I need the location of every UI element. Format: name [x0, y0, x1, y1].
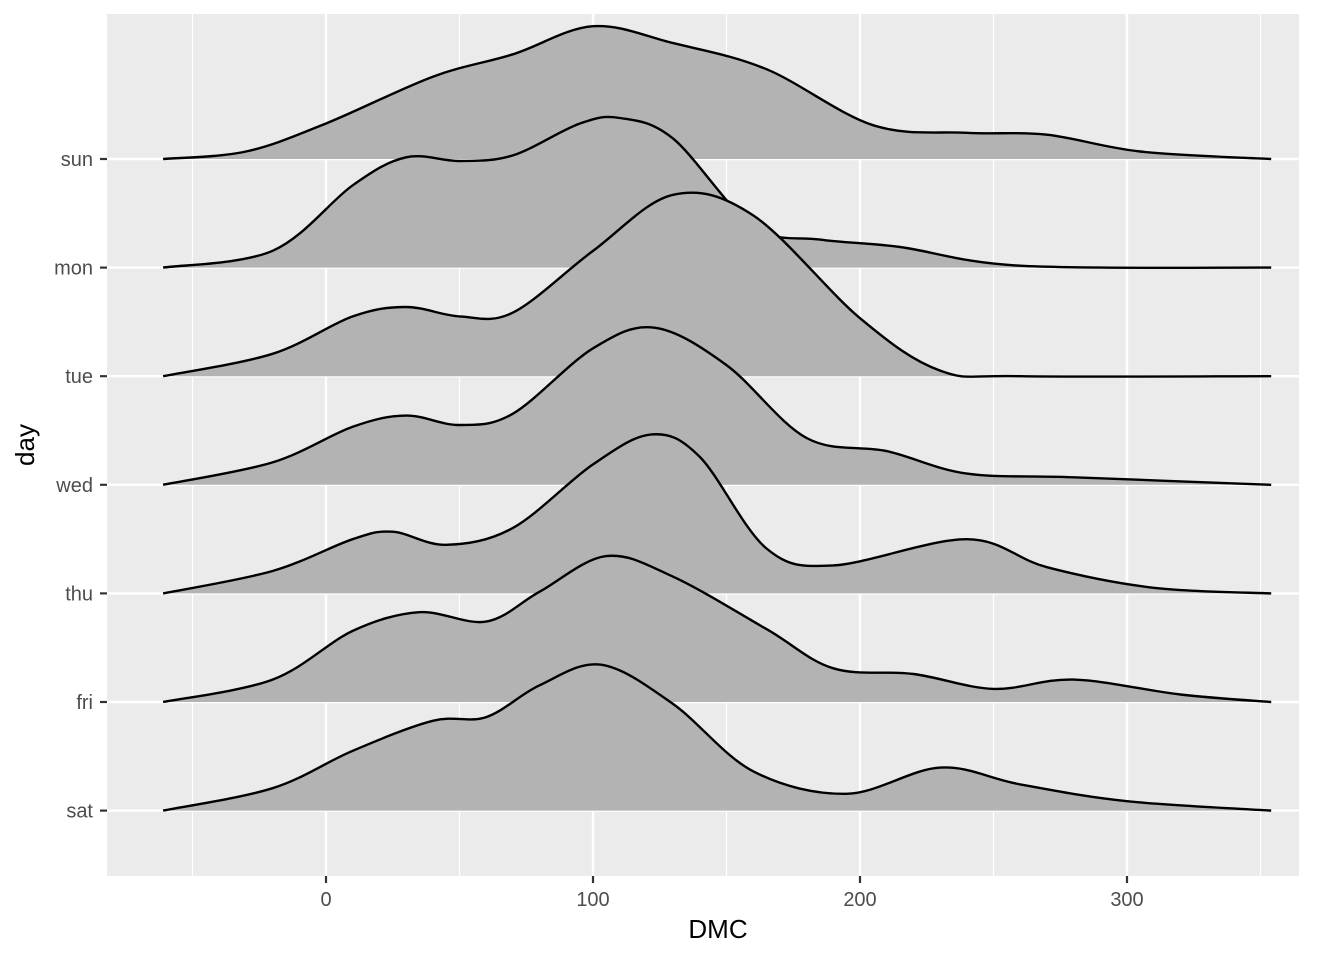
- ridge-line-thu: [162, 433, 1272, 595]
- ridge-line-wed: [162, 325, 1272, 486]
- x-axis-title: DMC: [688, 914, 747, 944]
- ridge-sun: [162, 24, 1272, 161]
- ridge-area-thu: [163, 434, 1272, 594]
- ridge-fri: [162, 554, 1272, 704]
- ridge-tue: [162, 191, 1272, 378]
- y-tick-label-tue: tue: [65, 366, 93, 388]
- x-tick-label: 0: [320, 889, 331, 911]
- y-tick-label-sat: sat: [66, 801, 93, 823]
- ridge-area-sun: [163, 26, 1272, 159]
- ridge-line-sat: [162, 663, 1272, 812]
- x-tick-label: 200: [843, 889, 876, 911]
- ridge-line-tue: [162, 191, 1272, 378]
- y-tick-label-fri: fri: [76, 692, 93, 714]
- ridge-line-fri: [162, 554, 1272, 704]
- x-tick-label: 300: [1110, 889, 1143, 911]
- ridge-area-tue: [163, 192, 1272, 377]
- density-ridges: [162, 24, 1272, 812]
- y-axis: sun mon tue wed thu fri sat: [54, 149, 107, 823]
- ridge-sat: [162, 663, 1272, 812]
- ridge-area-fri: [163, 555, 1272, 702]
- y-tick-label-mon: mon: [54, 258, 93, 280]
- y-tick-label-wed: wed: [55, 475, 93, 497]
- ridge-line-sun: [162, 24, 1272, 161]
- y-axis-title: day: [10, 424, 40, 466]
- ridge-mon: [162, 115, 1272, 270]
- ridge-wed: [162, 325, 1272, 486]
- x-axis: 0 100 200 300: [320, 876, 1144, 911]
- ridge-thu: [162, 433, 1272, 595]
- y-tick-label-sun: sun: [61, 149, 93, 171]
- x-tick-label: 100: [576, 889, 609, 911]
- ridge-area-mon: [163, 116, 1272, 268]
- y-tick-label-thu: thu: [65, 583, 93, 605]
- ridge-area-sat: [163, 664, 1272, 811]
- ridge-line-mon: [162, 115, 1272, 270]
- ridge-area-wed: [163, 327, 1272, 485]
